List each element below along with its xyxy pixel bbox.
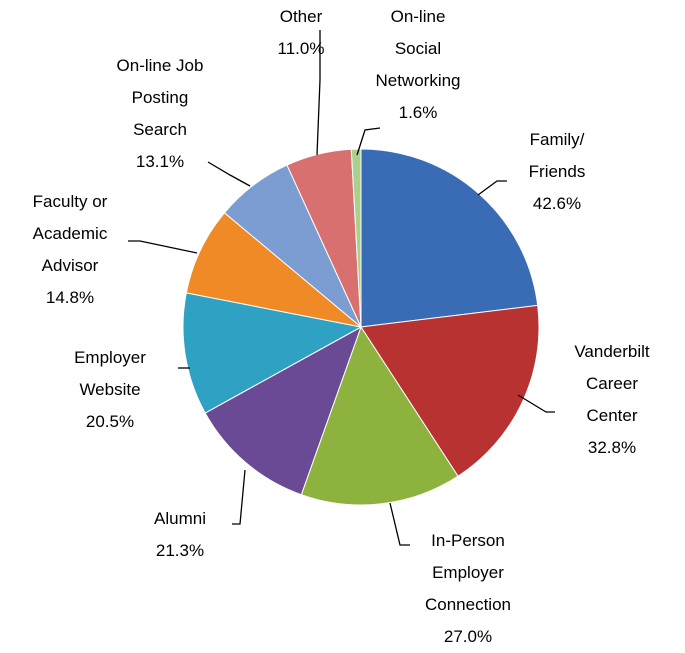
category-label: Family/ Friends [528, 130, 586, 181]
leader-line [128, 240, 198, 254]
category-label: Employer Website [74, 348, 146, 399]
pie-slice [182, 292, 363, 414]
category-label: Other [279, 7, 323, 26]
category-label: On-line Social Networking [375, 7, 461, 90]
category-label: Alumni [154, 509, 206, 528]
slice-label: In-Person Employer Connection 27.0% [368, 525, 568, 653]
category-label: Faculty or Academic Advisor [32, 192, 108, 275]
value-label: 21.3% [155, 541, 205, 560]
value-label: 32.8% [587, 438, 637, 457]
leader-line [316, 30, 321, 156]
leader-line [232, 469, 246, 525]
slice-label: Family/ Friends 42.6% [457, 124, 657, 220]
slice-label: Faculty or Academic Advisor 14.8% [0, 186, 170, 314]
slice-label: Alumni 21.3% [80, 503, 280, 567]
leader-line [356, 127, 381, 156]
pie-slice [185, 212, 362, 328]
pie-slice [360, 304, 540, 477]
value-label: 42.6% [532, 194, 582, 213]
value-label: 27.0% [443, 627, 493, 646]
slice-label: On-line Social Networking 1.6% [318, 1, 518, 129]
value-label: 13.1% [135, 152, 185, 171]
category-label: In-Person Employer Connection [424, 531, 511, 614]
slice-label: On-line Job Posting Search 13.1% [60, 50, 260, 178]
leader-line [207, 161, 251, 187]
value-label: 11.0% [277, 39, 325, 58]
leader-line [517, 394, 555, 413]
pie-slice [350, 148, 362, 328]
category-label: Vanderbilt Career Center [574, 342, 650, 425]
leader-line [389, 502, 410, 546]
slice-label: Vanderbilt Career Center 32.8% [512, 336, 685, 464]
value-label: 14.8% [45, 288, 95, 307]
value-label: 1.6% [398, 103, 438, 122]
category-label: On-line Job Posting Search [116, 56, 204, 139]
slice-label: Employer Website 20.5% [10, 342, 210, 438]
slice-label: Other 11.0% [201, 1, 401, 65]
pie-slice [300, 325, 459, 506]
value-label: 20.5% [85, 412, 135, 431]
leader-line [477, 180, 507, 196]
pie-slice [204, 325, 362, 496]
